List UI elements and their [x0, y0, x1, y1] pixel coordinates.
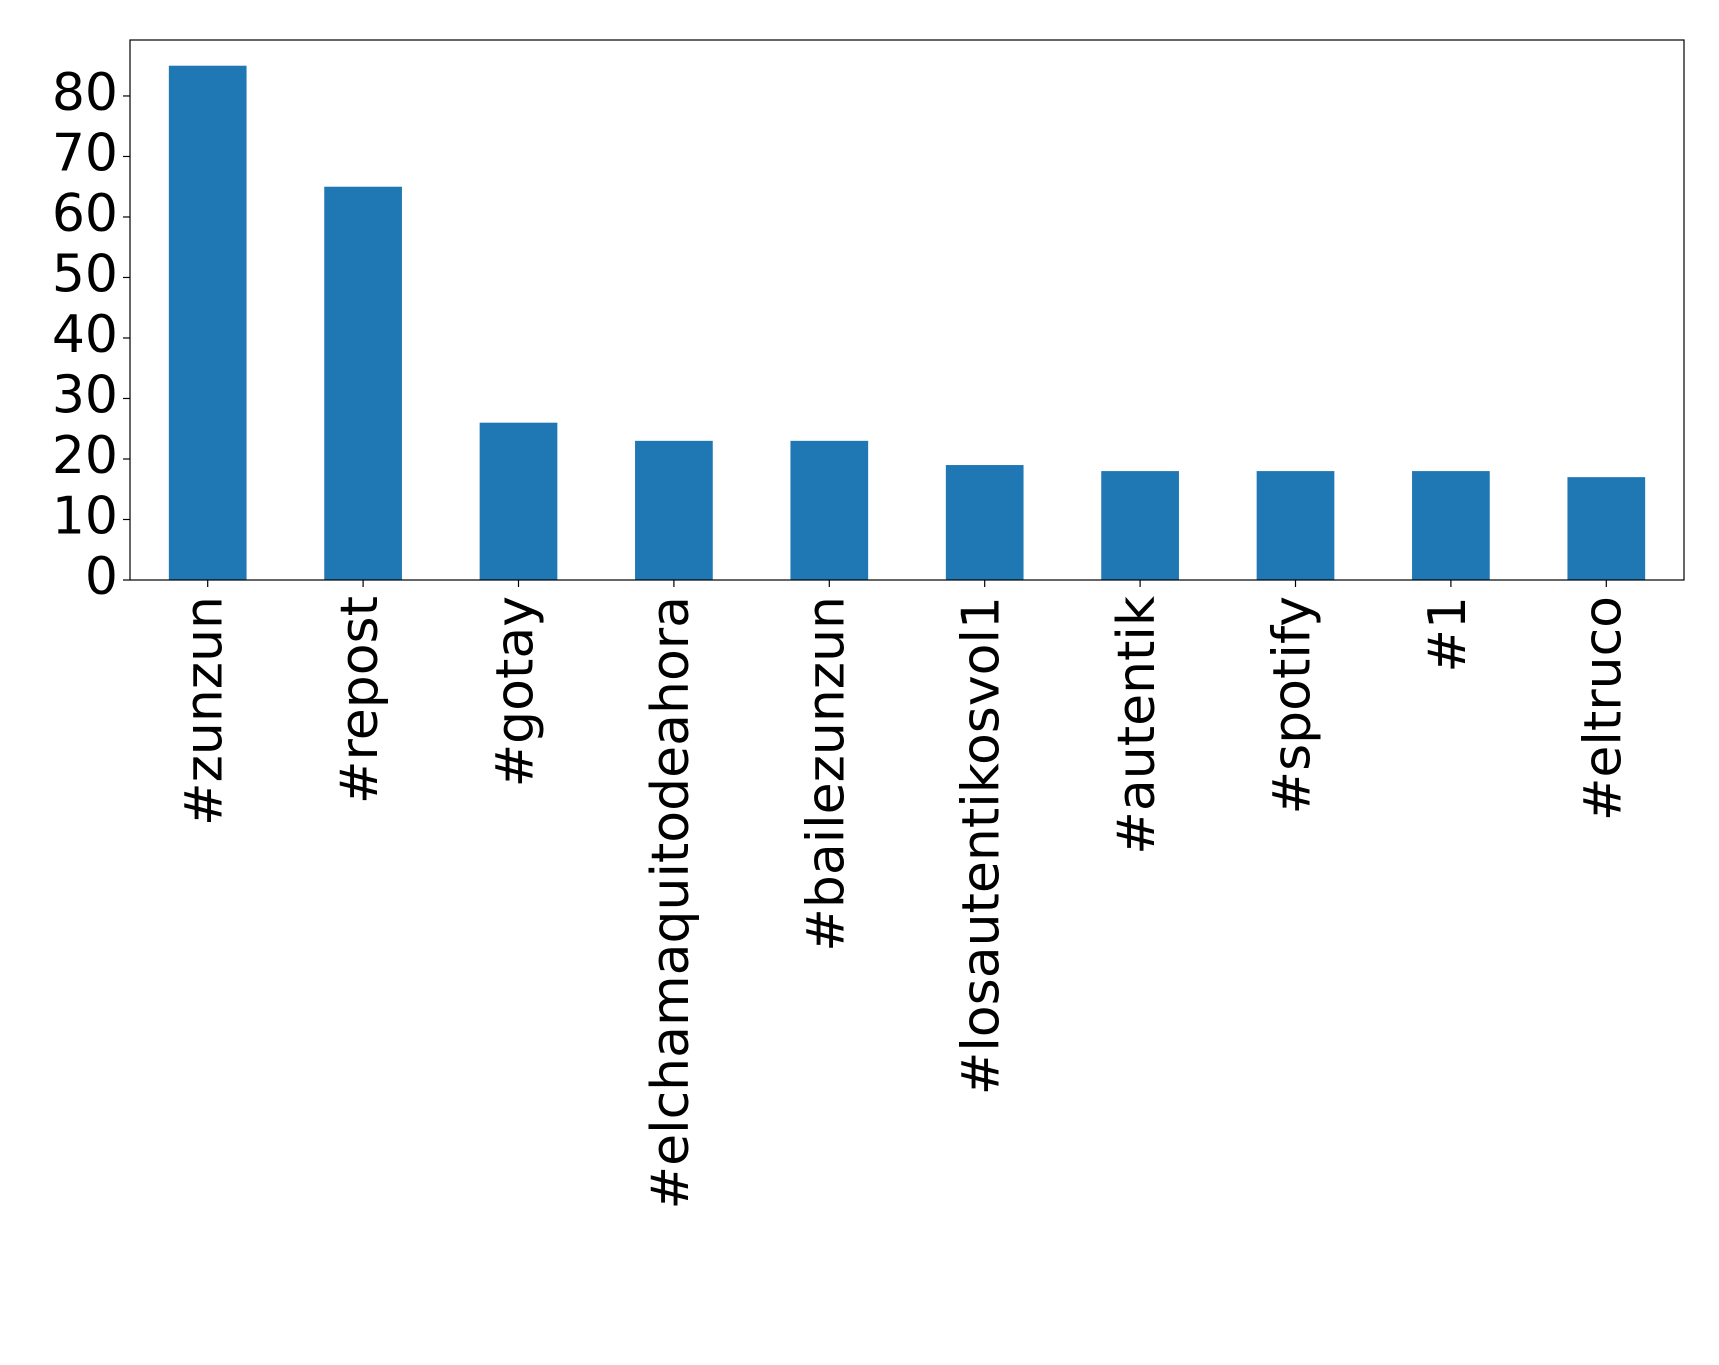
- bar: [945, 465, 1024, 580]
- y-tick-label: 10: [52, 486, 118, 546]
- x-tick-label: #zunzun: [175, 596, 235, 826]
- y-tick-label: 20: [52, 426, 118, 486]
- y-tick-label: 70: [52, 123, 118, 183]
- x-tick-label: #repost: [330, 596, 390, 804]
- plot-frame: [129, 39, 1685, 581]
- bar: [790, 440, 869, 580]
- x-tick-label: #losautentikosvol1: [952, 596, 1012, 1095]
- bar: [1256, 471, 1335, 580]
- bar: [1567, 477, 1646, 580]
- y-tick-label: 30: [52, 365, 118, 425]
- x-tick-label: #gotay: [486, 596, 546, 787]
- bar: [168, 65, 247, 580]
- x-tick-label: #spotify: [1263, 596, 1323, 815]
- y-tick-label: 60: [52, 184, 118, 244]
- x-tick-label: #autentik: [1107, 596, 1167, 855]
- x-tick-label: #elchamaquitodeahora: [641, 596, 701, 1209]
- bar: [479, 422, 558, 580]
- bar: [1412, 471, 1490, 580]
- bar: [1101, 471, 1179, 580]
- bar: [324, 186, 402, 580]
- y-tick-label: 50: [52, 244, 118, 304]
- x-tick-label: #eltruco: [1573, 596, 1633, 821]
- y-tick-label: 40: [52, 305, 118, 365]
- y-tick-label: 0: [85, 547, 118, 607]
- y-tick-label: 80: [52, 63, 118, 123]
- x-tick-label: #1: [1418, 596, 1478, 673]
- bar: [635, 440, 713, 580]
- x-tick-label: #bailezunzun: [796, 596, 856, 952]
